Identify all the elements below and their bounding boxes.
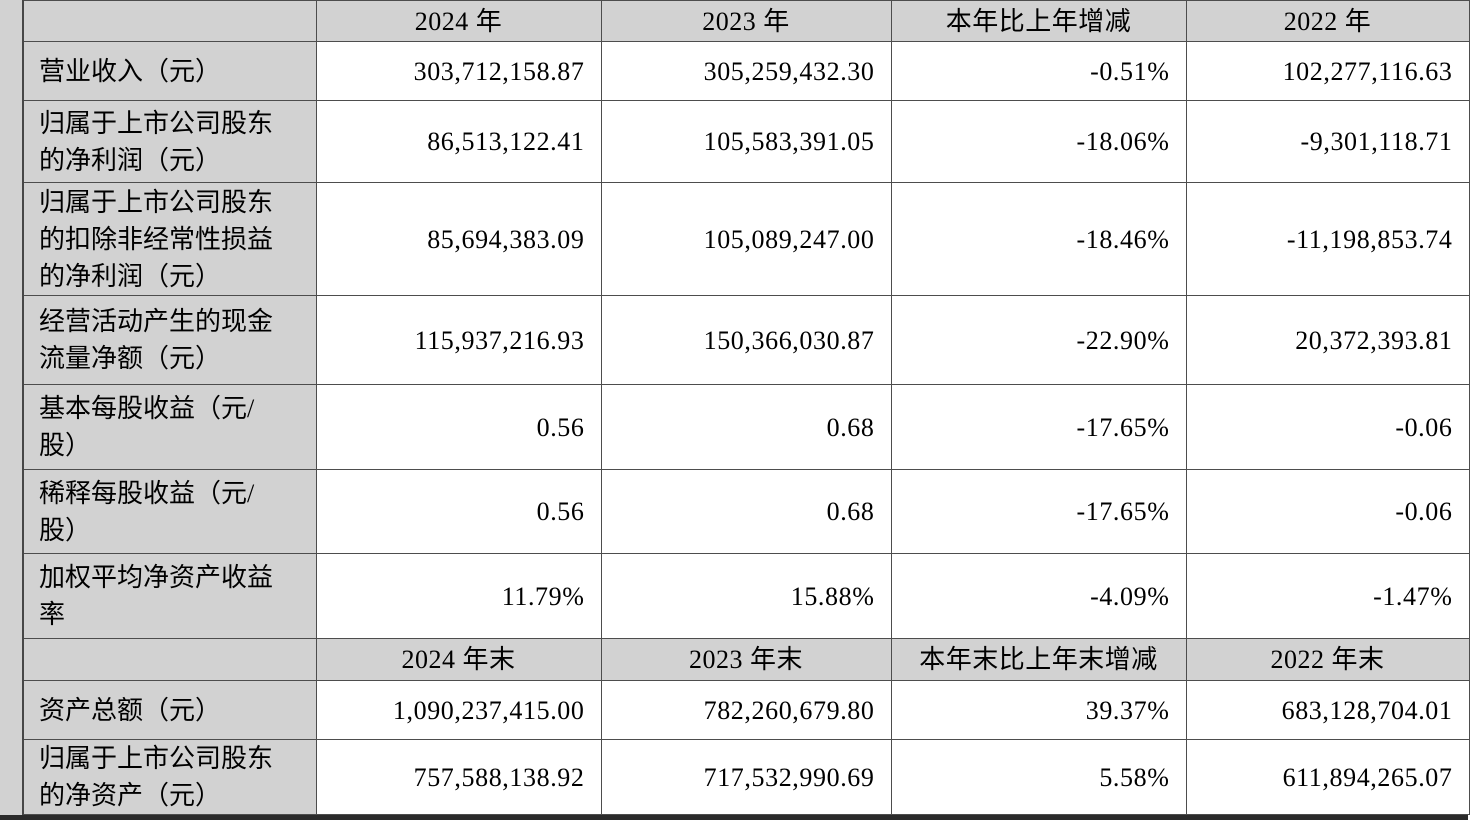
column-header: 2022 年末 (1185, 638, 1470, 681)
row-label: 经营活动产生的现金 流量净额（元） (22, 295, 317, 385)
row-label: 资产总额（元） (22, 680, 317, 740)
column-header: 2023 年 (600, 0, 892, 42)
corner-cell (22, 638, 317, 681)
value-cell: 782,260,679.80 (600, 680, 892, 740)
table-data-row: 加权平均净资产收益 率 11.79% 15.88% -4.09% -1.47% (22, 553, 1470, 639)
value-cell: 5.58% (890, 739, 1187, 815)
value-cell: 85,694,383.09 (315, 182, 602, 296)
value-cell: -4.09% (890, 553, 1187, 639)
value-cell: -18.46% (890, 182, 1187, 296)
value-cell: -0.06 (1185, 469, 1470, 554)
value-cell: -0.06 (1185, 384, 1470, 470)
value-cell: 15.88% (600, 553, 892, 639)
table-data-row: 资产总额（元） 1,090,237,415.00 782,260,679.80 39.… (22, 680, 1470, 740)
table-data-row: 归属于上市公司股东 的净资产（元） 757,588,138.92 717,532,9… (22, 739, 1470, 815)
value-cell: 105,583,391.05 (600, 100, 892, 183)
table-header-row: 2024 年末 2023 年末 本年末比上年末增减 2022 年末 (22, 638, 1470, 681)
value-cell: 115,937,216.93 (315, 295, 602, 385)
table-header-row: 2024 年 2023 年本年比上年增减 2022 年 (22, 0, 1470, 42)
row-label: 基本每股收益（元/ 股） (22, 384, 317, 470)
page-left-gray-strip (0, 0, 22, 815)
value-cell: 0.68 (600, 384, 892, 470)
column-header: 2022 年 (1185, 0, 1470, 42)
value-cell: -9,301,118.71 (1185, 100, 1470, 183)
value-cell: 39.37% (890, 680, 1187, 740)
column-header: 2024 年末 (315, 638, 602, 681)
row-label: 加权平均净资产收益 率 (22, 553, 317, 639)
value-cell: 11.79% (315, 553, 602, 639)
table-bottom-border (0, 815, 1468, 820)
value-cell: 305,259,432.30 (600, 41, 892, 101)
value-cell: 1,090,237,415.00 (315, 680, 602, 740)
value-cell: 105,089,247.00 (600, 182, 892, 296)
value-cell: -17.65% (890, 384, 1187, 470)
table-data-row: 基本每股收益（元/ 股） 0.56 0.68 -17.65% -0.06 (22, 384, 1470, 470)
value-cell: 20,372,393.81 (1185, 295, 1470, 385)
value-cell: 757,588,138.92 (315, 739, 602, 815)
value-cell: 102,277,116.63 (1185, 41, 1470, 101)
value-cell: -0.51% (890, 41, 1187, 101)
value-cell: -17.65% (890, 469, 1187, 554)
column-header: 2023 年末 (600, 638, 892, 681)
value-cell: -22.90% (890, 295, 1187, 385)
corner-cell (22, 0, 317, 42)
value-cell: 303,712,158.87 (315, 41, 602, 101)
row-label: 归属于上市公司股东 的净利润（元） (22, 100, 317, 183)
value-cell: 0.56 (315, 469, 602, 554)
table-data-row: 经营活动产生的现金 流量净额（元） 115,937,216.93 150,366,0… (22, 295, 1470, 385)
row-label: 归属于上市公司股东 的净资产（元） (22, 739, 317, 815)
value-cell: -1.47% (1185, 553, 1470, 639)
row-label: 稀释每股收益（元/ 股） (22, 469, 317, 554)
table-data-row: 归属于上市公司股东 的扣除非经常性损益 的净利润（元） 85,694,383.09… (22, 182, 1470, 296)
table-data-row: 营业收入（元） 303,712,158.87 305,259,432.30 -0.51… (22, 41, 1470, 101)
financial-summary-table: 2024 年 2023 年本年比上年增减 2022 年营业收入（元） 303,712,… (22, 0, 1470, 815)
value-cell: 717,532,990.69 (600, 739, 892, 815)
value-cell: 150,366,030.87 (600, 295, 892, 385)
value-cell: 86,513,122.41 (315, 100, 602, 183)
value-cell: -11,198,853.74 (1185, 182, 1470, 296)
row-label: 归属于上市公司股东 的扣除非经常性损益 的净利润（元） (22, 182, 317, 296)
table-data-row: 归属于上市公司股东 的净利润（元） 86,513,122.41 105,583,39… (22, 100, 1470, 183)
column-header: 2024 年 (315, 0, 602, 42)
column-header: 本年末比上年末增减 (890, 638, 1187, 681)
column-header: 本年比上年增减 (890, 0, 1187, 42)
value-cell: -18.06% (890, 100, 1187, 183)
row-label: 营业收入（元） (22, 41, 317, 101)
value-cell: 0.56 (315, 384, 602, 470)
value-cell: 611,894,265.07 (1185, 739, 1470, 815)
table-data-row: 稀释每股收益（元/ 股） 0.56 0.68 -17.65% -0.06 (22, 469, 1470, 554)
value-cell: 0.68 (600, 469, 892, 554)
value-cell: 683,128,704.01 (1185, 680, 1470, 740)
